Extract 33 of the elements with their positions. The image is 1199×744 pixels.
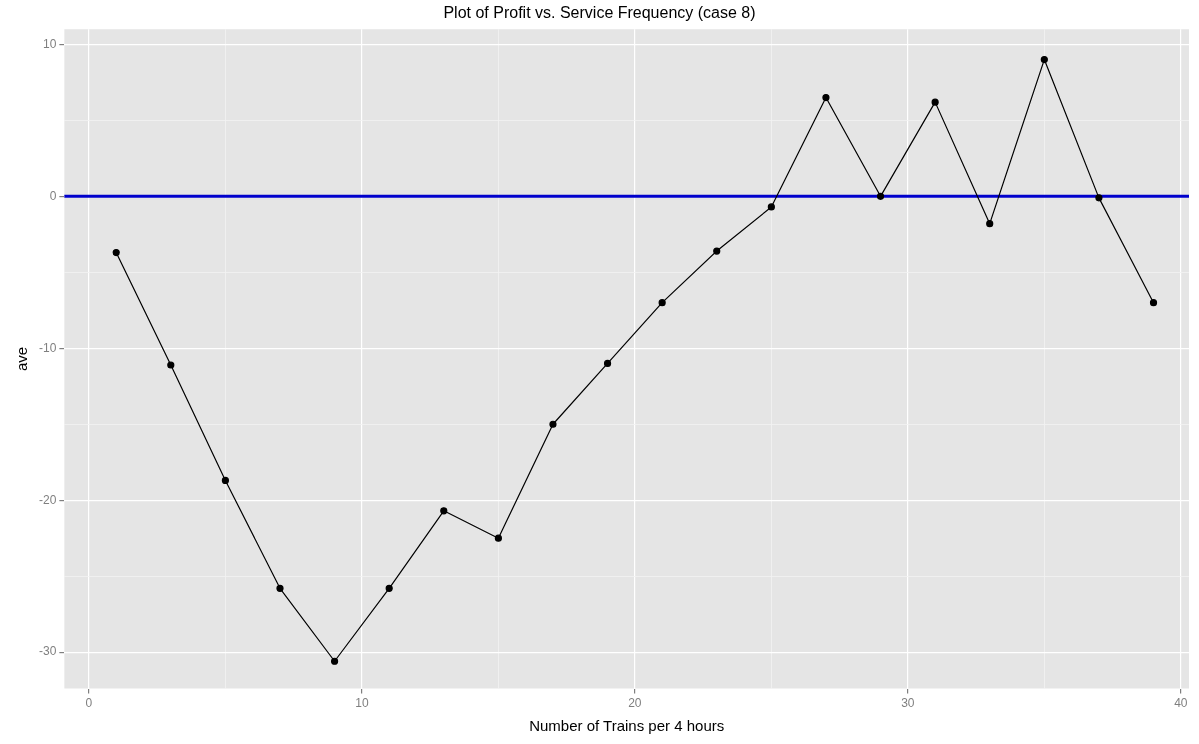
point <box>112 248 120 257</box>
point <box>221 476 229 485</box>
point <box>713 247 721 255</box>
point <box>276 584 284 592</box>
point <box>822 93 830 102</box>
y-tick-label: 10 <box>42 36 57 51</box>
x-tick-label: 40 <box>1174 696 1188 711</box>
y-tick-label: 0 <box>49 188 57 203</box>
point <box>986 220 994 228</box>
point <box>658 299 666 307</box>
point <box>767 203 775 211</box>
y-tick-label: -30 <box>39 644 57 659</box>
x-axis-title: Number of Trains per 4 hours <box>529 717 725 735</box>
x-tick-label: 0 <box>85 696 93 711</box>
y-tick-label: -10 <box>39 340 57 355</box>
point <box>1149 299 1158 307</box>
point <box>440 507 448 515</box>
x-tick-label: 20 <box>628 696 642 711</box>
point <box>1040 55 1048 64</box>
y-axis-title: ave <box>13 346 31 371</box>
point <box>549 420 557 428</box>
point <box>931 98 939 106</box>
point <box>385 584 393 592</box>
point <box>603 359 612 368</box>
point <box>167 361 175 369</box>
chart-title: Plot of Profit vs. Service Frequency (case 8) <box>443 4 756 22</box>
point <box>876 192 885 200</box>
x-tick-label: 30 <box>901 696 915 711</box>
point <box>330 657 339 665</box>
point <box>1095 194 1103 202</box>
point <box>494 534 502 542</box>
x-tick-label: 10 <box>355 696 369 711</box>
y-tick-label: -20 <box>39 492 57 507</box>
